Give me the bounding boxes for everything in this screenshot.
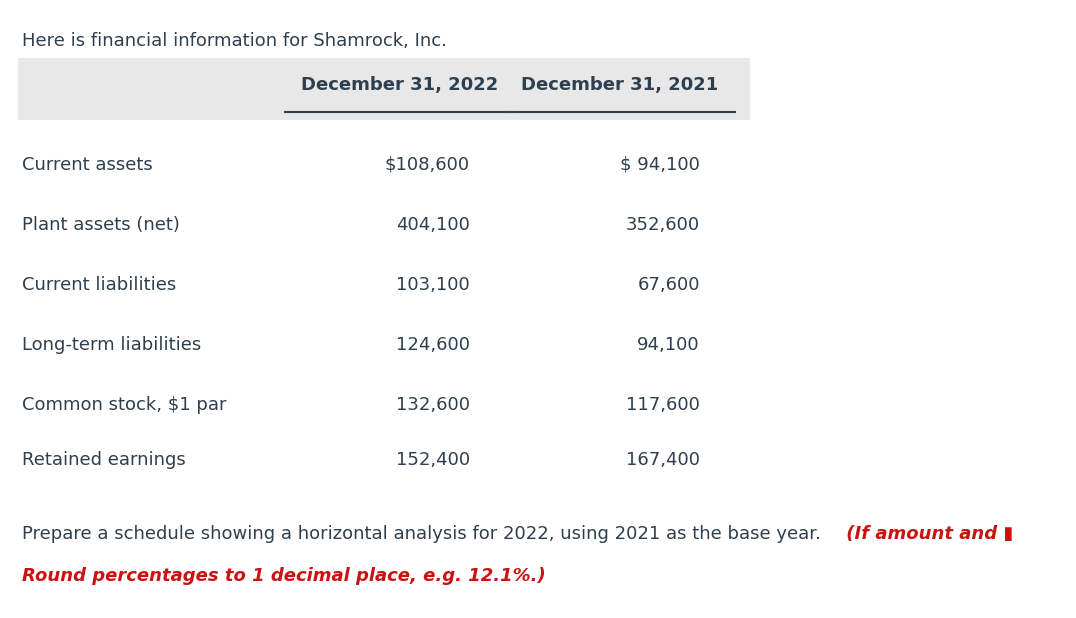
Text: 152,400: 152,400	[396, 451, 470, 469]
Text: 167,400: 167,400	[626, 451, 700, 469]
Text: $ 94,100: $ 94,100	[620, 156, 700, 174]
Text: Prepare a schedule showing a horizontal analysis for 2022, using 2021 as the bas: Prepare a schedule showing a horizontal …	[22, 525, 821, 543]
Text: 404,100: 404,100	[396, 216, 470, 234]
Text: 124,600: 124,600	[396, 336, 470, 354]
Text: 94,100: 94,100	[637, 336, 700, 354]
Text: 132,600: 132,600	[396, 396, 470, 414]
Bar	[18, 58, 750, 120]
Text: December 31, 2022: December 31, 2022	[301, 76, 498, 94]
Text: Here is financial information for Shamrock, Inc.: Here is financial information for Shamro…	[22, 32, 447, 50]
Text: Long-term liabilities: Long-term liabilities	[22, 336, 201, 354]
Text: Current assets: Current assets	[22, 156, 153, 174]
Text: Round percentages to 1 decimal place, e.g. 12.1%.): Round percentages to 1 decimal place, e.…	[22, 567, 546, 585]
Text: Plant assets (net): Plant assets (net)	[22, 216, 180, 234]
Text: 67,600: 67,600	[637, 276, 700, 294]
Text: $108,600: $108,600	[385, 156, 470, 174]
Text: Current liabilities: Current liabilities	[22, 276, 176, 294]
Text: 352,600: 352,600	[626, 216, 700, 234]
Text: Retained earnings: Retained earnings	[22, 451, 186, 469]
Text: Common stock, $1 par: Common stock, $1 par	[22, 396, 227, 414]
Text: 103,100: 103,100	[396, 276, 470, 294]
Text: 117,600: 117,600	[626, 396, 700, 414]
Text: (If amount and ▮: (If amount and ▮	[840, 525, 1014, 543]
Text: December 31, 2021: December 31, 2021	[522, 76, 719, 94]
